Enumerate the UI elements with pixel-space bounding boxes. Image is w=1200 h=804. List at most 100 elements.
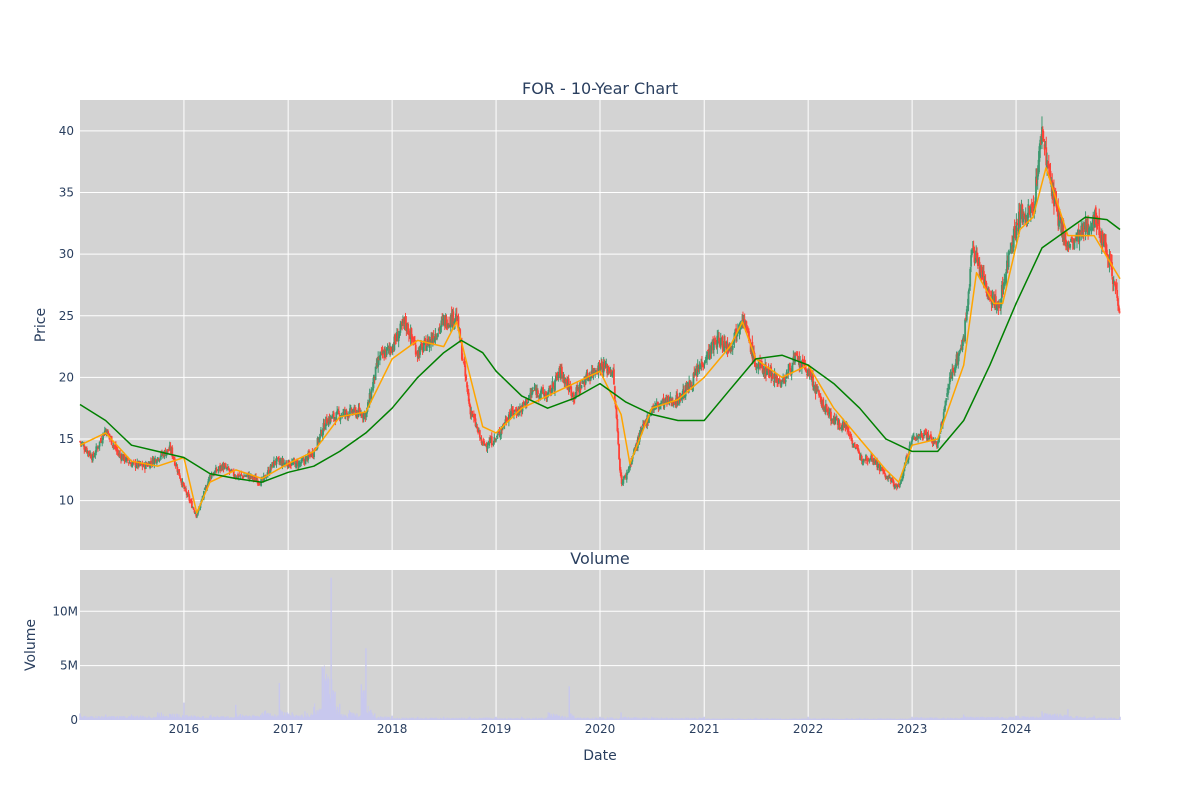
volume-bar: [416, 718, 418, 720]
volume-bar: [604, 718, 606, 720]
candle-body: [552, 382, 555, 387]
volume-bar: [198, 717, 200, 720]
volume-bar: [459, 718, 461, 720]
candle-body: [706, 351, 708, 360]
candle-body: [801, 360, 803, 369]
volume-bar: [300, 715, 302, 720]
volume-bar: [884, 719, 886, 720]
volume-bar: [445, 718, 447, 720]
volume-bar: [593, 718, 595, 720]
volume-bar: [639, 718, 641, 720]
candle-body: [132, 462, 134, 464]
volume-bar: [519, 718, 521, 720]
volume-bar: [1014, 718, 1016, 720]
candle-body: [284, 462, 287, 464]
volume-bar: [486, 717, 488, 720]
candle-body: [440, 320, 443, 328]
volume-bar: [1098, 718, 1100, 720]
volume-bar: [948, 718, 950, 720]
volume-bar: [371, 712, 373, 720]
volume-bar: [1033, 716, 1035, 720]
volume-bar: [1089, 717, 1091, 720]
volume-bar: [921, 718, 923, 720]
volume-bar: [489, 717, 491, 720]
volume-bar: [608, 719, 610, 720]
volume-bar: [662, 718, 664, 720]
volume-bar: [1112, 717, 1114, 720]
volume-bar: [669, 719, 671, 720]
volume-bar: [506, 719, 508, 720]
candle-body: [971, 248, 974, 253]
volume-bar: [221, 716, 223, 720]
candle-body: [1015, 221, 1018, 239]
volume-bar: [989, 718, 991, 720]
candle-body: [157, 458, 160, 461]
volume-bar: [275, 715, 277, 720]
candle-body: [796, 355, 799, 361]
candle-body: [244, 476, 247, 477]
candle-body: [196, 510, 199, 515]
volume-bar: [698, 718, 700, 720]
volume-bar: [1050, 714, 1052, 720]
candle-body: [198, 508, 201, 510]
candle-body: [1071, 239, 1074, 241]
price-y-axis-label: Price: [33, 308, 49, 342]
volume-bar: [1032, 717, 1034, 720]
volume-bar: [617, 719, 619, 720]
volume-bar: [118, 718, 120, 720]
volume-bar: [983, 717, 985, 720]
candle-body: [300, 459, 303, 464]
volume-bar: [956, 718, 958, 720]
volume-bar: [878, 718, 880, 720]
volume-bar: [854, 719, 856, 720]
candle-body: [620, 475, 623, 484]
volume-bar: [421, 718, 423, 720]
candle-body: [899, 482, 902, 486]
volume-bar: [904, 718, 906, 720]
candle-body: [1096, 223, 1099, 226]
volume-bar: [113, 717, 115, 720]
volume-bar: [317, 710, 319, 720]
volume-bar: [768, 719, 770, 720]
volume-bar: [1009, 716, 1011, 720]
volume-bar: [899, 719, 901, 720]
volume-bar: [772, 718, 774, 720]
volume-bar: [570, 713, 572, 720]
volume-bar: [1084, 716, 1086, 720]
candle-body: [696, 365, 699, 376]
volume-bar: [933, 718, 935, 720]
volume-bar: [503, 718, 505, 720]
volume-bar: [994, 718, 996, 720]
volume-bar: [635, 717, 637, 720]
volume-bar: [338, 714, 340, 720]
volume-bar: [892, 718, 894, 720]
volume-bar: [793, 718, 795, 720]
volume-bar: [271, 716, 273, 720]
volume-bar: [740, 719, 742, 720]
candle-body: [823, 408, 826, 410]
candle-body: [948, 377, 951, 385]
volume-bar: [718, 719, 720, 720]
candle-body: [1010, 244, 1013, 249]
volume-bar: [236, 716, 238, 720]
volume-bar: [711, 719, 713, 720]
volume-bar: [1079, 717, 1081, 720]
volume-bar: [942, 718, 944, 720]
volume-bar: [605, 718, 607, 720]
candle-body: [362, 413, 365, 420]
candle-body: [494, 438, 497, 440]
volume-bar: [164, 716, 166, 720]
volume-bar: [680, 718, 682, 720]
volume-bar: [492, 719, 494, 720]
volume-bar: [613, 718, 615, 720]
volume-bar: [918, 718, 920, 720]
volume-bar: [106, 716, 108, 720]
volume-bar: [728, 718, 730, 720]
volume-bar: [121, 716, 123, 720]
candle-body: [242, 476, 245, 478]
candle-body: [910, 441, 913, 445]
volume-bar: [1024, 716, 1026, 720]
volume-bar: [352, 716, 354, 720]
volume-bar: [307, 715, 309, 720]
candle-body: [584, 380, 587, 384]
